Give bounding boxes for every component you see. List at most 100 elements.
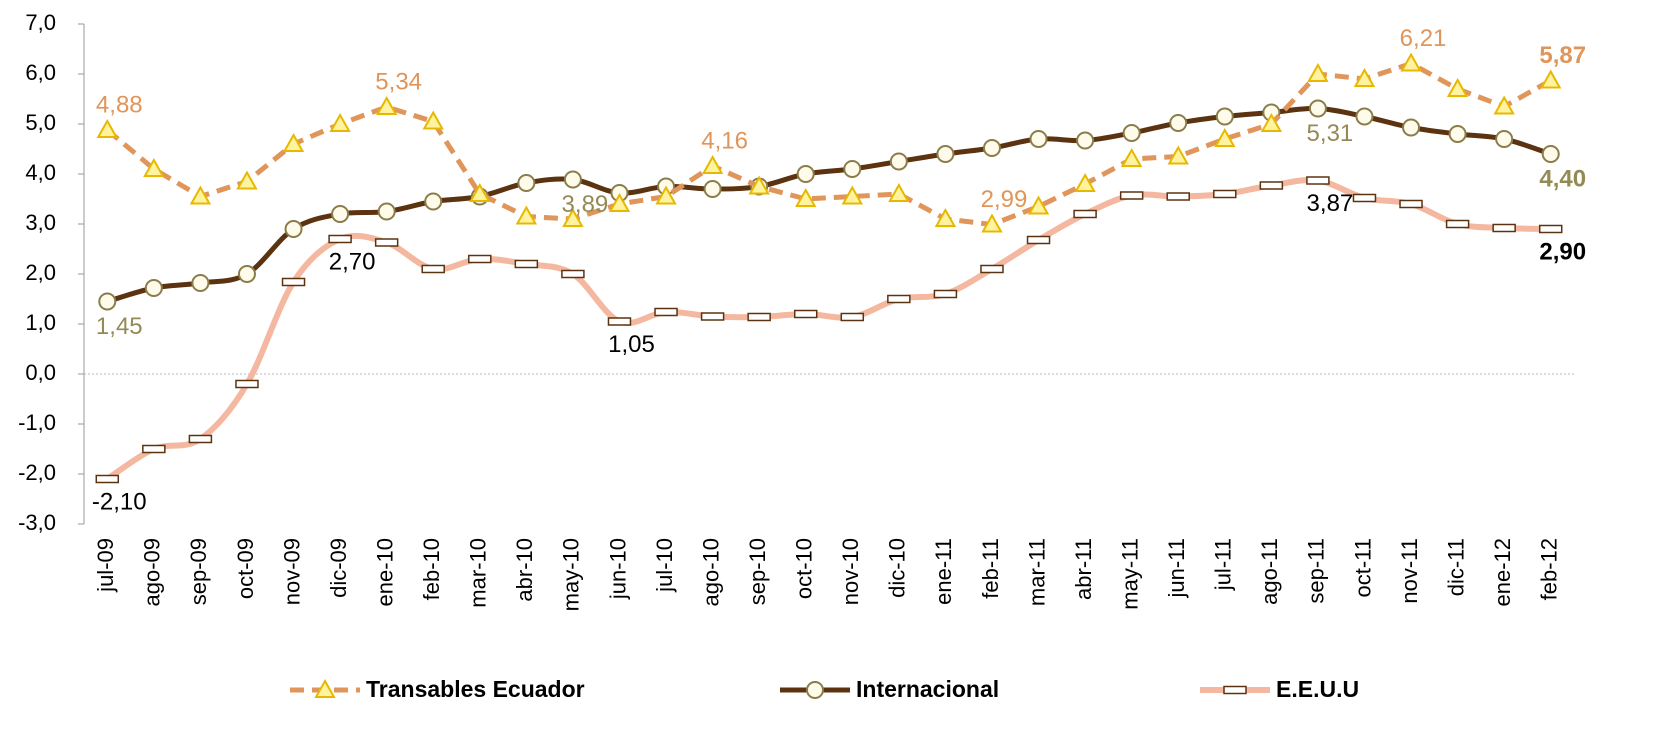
data-label: 4,88 [96,91,143,118]
data-label: 1,45 [96,313,143,340]
x-tick-label: mar-10 [466,538,491,608]
marker [421,264,445,274]
x-tick: ago-10 [698,538,723,607]
data-label: 4,40 [1539,165,1586,192]
marker [1448,125,1467,143]
legend-label: Internacional [856,676,999,702]
marker [191,274,210,292]
x-tick-label: sep-10 [745,538,770,605]
marker [1540,69,1562,89]
data-label: 3,89 [562,191,609,218]
x-tick-label: feb-12 [1537,538,1562,600]
legend-marker [1223,685,1247,695]
y-tick-label: 7,0 [25,10,56,35]
x-tick: feb-10 [419,538,444,600]
marker [1538,224,1563,234]
marker [841,185,863,205]
marker [1213,189,1237,199]
marker [654,307,678,317]
marker [236,170,258,190]
marker [796,165,815,183]
marker [607,317,632,326]
marker [655,185,677,205]
x-tick-label: ene-10 [372,538,397,607]
marker [1169,114,1188,132]
x-tick-label: jul-10 [652,538,677,593]
x-tick-label: ago-10 [698,538,723,607]
x-tick-label: may-10 [559,538,584,611]
y-tick-label: 5,0 [25,110,56,135]
marker [143,157,165,177]
marker [189,185,212,205]
marker [1122,124,1141,142]
x-tick: mar-10 [466,538,491,608]
series-line [105,177,1551,482]
x-tick: oct-10 [792,538,817,599]
x-tick-label: mar-11 [1024,538,1049,606]
marker [96,118,118,138]
x-tick: jun-10 [605,538,630,600]
marker [1492,223,1516,233]
marker [468,254,492,264]
x-tick: ene-12 [1490,538,1515,607]
marker [284,220,303,238]
marker [887,294,911,304]
y-tick-label: 4,0 [25,160,56,185]
marker [237,265,256,283]
marker [980,264,1004,274]
data-label: 2,90 [1539,238,1586,265]
x-tick: abr-10 [512,538,537,602]
marker [1214,127,1236,147]
marker [1445,219,1470,229]
marker [424,192,443,211]
legend-item: E.E.U.U [1200,676,1359,702]
y-tick-label: -1,0 [18,410,56,435]
x-tick-label: oct-10 [792,538,817,599]
x-tick: may-10 [559,538,584,611]
marker [1307,62,1329,82]
legend-label: Transables Ecuador [366,676,585,702]
marker [375,95,398,115]
data-label: 5,87 [1539,42,1586,69]
x-tick-label: jul-11 [1211,538,1236,591]
marker [1402,118,1421,137]
x-tick: jun-11 [1164,538,1189,599]
marker [281,277,306,287]
x-tick-label: ene-12 [1490,538,1515,607]
x-tick: ago-09 [140,538,165,607]
marker [795,187,817,207]
marker [1260,112,1283,132]
marker [95,474,120,484]
marker [1026,235,1051,245]
marker [331,205,350,223]
x-tick: oct-11 [1350,538,1375,598]
x-tick: jul-09 [93,538,118,593]
marker [1120,147,1143,167]
marker [888,182,910,202]
marker [1541,145,1560,163]
x-tick: abr-11 [1071,538,1096,600]
x-tick: feb-12 [1537,538,1562,600]
x-tick: sep-09 [186,538,211,605]
marker [328,234,352,244]
x-tick-label: nov-11 [1397,538,1422,604]
x-tick: dic-10 [885,538,910,598]
data-label: 5,34 [375,68,422,95]
y-tick-label: 3,0 [25,210,56,235]
x-tick-label: abr-11 [1071,538,1096,600]
data-label: 3,87 [1307,190,1354,217]
marker [1119,191,1144,200]
marker [142,444,166,454]
x-tick: oct-09 [233,538,258,599]
marker [422,110,444,130]
marker [1352,193,1377,203]
marker [1446,77,1469,97]
legend-marker [806,681,824,699]
x-tick: dic-11 [1443,538,1468,596]
legend-label: E.E.U.U [1276,676,1359,702]
marker [469,182,491,202]
data-label: 2,99 [981,186,1028,213]
y-tick-label: 2,0 [25,260,56,285]
x-tick: nov-11 [1397,538,1422,604]
marker [1029,130,1048,148]
